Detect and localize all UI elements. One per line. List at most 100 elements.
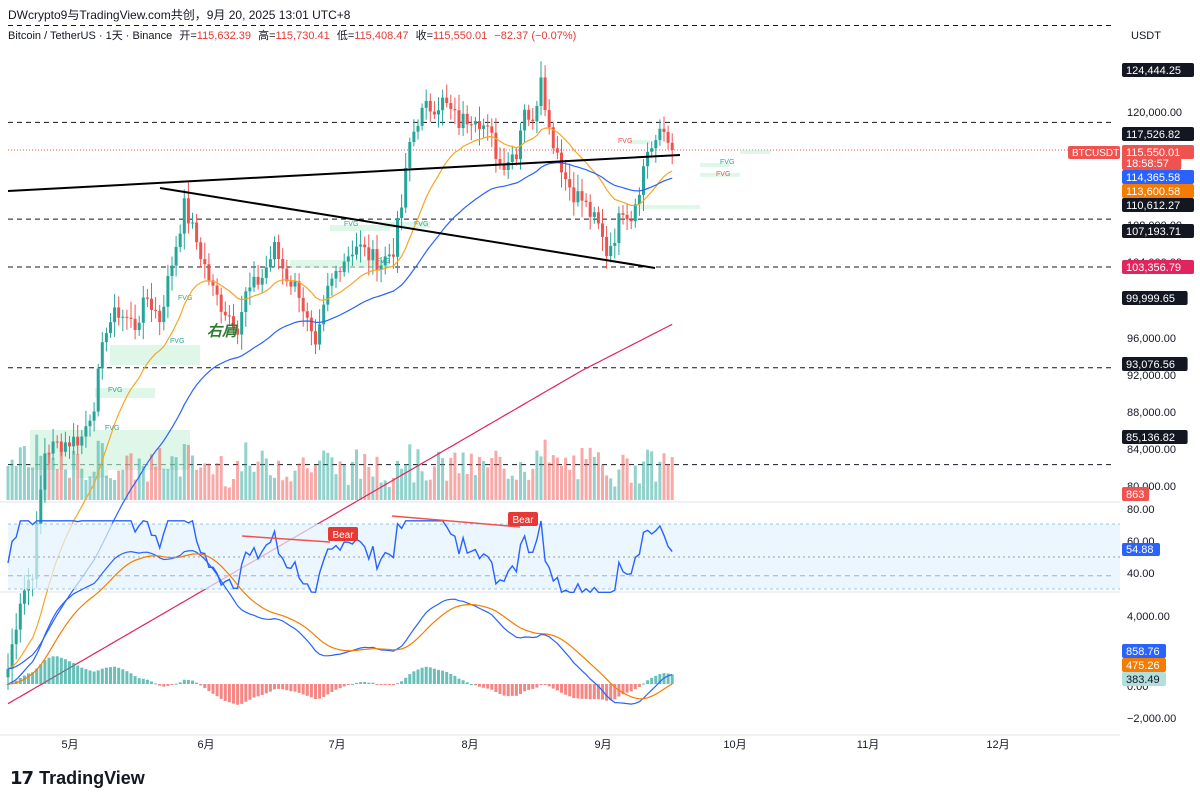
candle-body xyxy=(236,328,240,335)
candle-body xyxy=(584,200,588,203)
candle-body xyxy=(523,109,527,131)
macd-histogram-bar xyxy=(449,673,453,684)
price-axis-badge xyxy=(1122,170,1194,184)
volume-bar xyxy=(309,472,313,500)
candle-body xyxy=(350,254,354,257)
fvg-zone xyxy=(95,388,155,398)
macd-histogram-bar xyxy=(145,679,149,684)
candle-body xyxy=(432,111,436,115)
volume-bar xyxy=(158,448,162,500)
macd-histogram-bar xyxy=(400,681,404,684)
volume-bar xyxy=(285,476,289,500)
macd-value-label: 383.49 xyxy=(1126,674,1160,686)
fvg-label: FVG xyxy=(105,425,119,432)
price-axis-badge xyxy=(1122,260,1194,274)
time-tick-label: 12月 xyxy=(986,739,1009,751)
volume-bar xyxy=(334,474,338,500)
fvg-label: FVG xyxy=(376,258,390,265)
volume-bar xyxy=(580,448,584,500)
volume-bar xyxy=(621,454,625,500)
volume-bar xyxy=(543,439,547,500)
volume-bar xyxy=(633,465,637,500)
ohlc-bar: Bitcoin / TetherUS · 1天 · Binance 开=115,… xyxy=(8,27,576,43)
macd-histogram-bar xyxy=(318,684,322,699)
candle-body xyxy=(400,207,404,219)
volume-bar xyxy=(654,481,658,500)
macd-histogram-bar xyxy=(551,684,555,689)
candle-body xyxy=(633,204,637,222)
candle-body xyxy=(367,247,371,261)
candle-body xyxy=(617,213,621,243)
macd-panel xyxy=(6,549,674,705)
moving-averages xyxy=(7,127,673,705)
candle-body xyxy=(531,119,535,122)
volume-bar xyxy=(519,462,522,500)
candle-body xyxy=(113,307,117,323)
volume-bar xyxy=(432,466,436,500)
macd-histogram-bar xyxy=(215,684,219,697)
volume-bar xyxy=(326,452,330,500)
volume-bar xyxy=(646,449,650,500)
volume-bar xyxy=(145,481,149,500)
candle-body xyxy=(92,411,96,421)
candle-body xyxy=(342,261,346,273)
fvg-zone xyxy=(330,225,390,231)
macd-histogram-bar xyxy=(137,678,141,684)
volume-bar xyxy=(10,459,14,500)
macd-histogram-bar xyxy=(223,684,227,701)
candle-body xyxy=(371,249,375,261)
candle-body xyxy=(592,212,596,217)
candle-body xyxy=(572,187,576,203)
candle-body xyxy=(428,100,432,112)
volume-bar xyxy=(281,480,285,500)
macd-histogram-bar xyxy=(588,684,592,700)
candle-body xyxy=(629,219,633,222)
volume-bar xyxy=(6,466,10,500)
macd-histogram-bar xyxy=(162,684,166,687)
currency-label: USDT xyxy=(1131,30,1161,42)
candle-body xyxy=(469,124,473,126)
volume-bar xyxy=(125,455,129,500)
macd-histogram-bar xyxy=(519,684,522,694)
macd-histogram-bar xyxy=(654,675,658,684)
candle-body xyxy=(535,106,539,122)
candle-body xyxy=(22,590,26,604)
volume-bar xyxy=(301,457,305,500)
volume-bar xyxy=(293,470,297,500)
macd-tick-label: −2,000.00 xyxy=(1127,713,1176,725)
volume-bar xyxy=(47,452,51,500)
macd-histogram-bar xyxy=(166,684,170,686)
volume-bar xyxy=(195,469,199,500)
macd-histogram-bar xyxy=(309,684,313,698)
volume-bar xyxy=(260,450,264,500)
macd-histogram-bar xyxy=(305,684,309,696)
volume-bar xyxy=(141,466,145,500)
low-label: 低= xyxy=(336,30,355,42)
candle-body xyxy=(297,281,301,298)
candle-body xyxy=(14,629,18,645)
candle-body xyxy=(379,265,383,271)
volume-bar xyxy=(117,470,121,500)
candle-body xyxy=(494,132,498,160)
macd-histogram-bar xyxy=(457,678,461,684)
candle-body xyxy=(334,270,338,279)
macd-histogram-bar xyxy=(178,682,182,684)
candles xyxy=(6,61,674,690)
volume-bar xyxy=(650,451,654,500)
volume-bar xyxy=(642,461,645,500)
price-tick-label: 84,000.00 xyxy=(1127,444,1176,456)
macd-histogram-bar xyxy=(47,657,51,684)
time-tick-label: 6月 xyxy=(197,739,214,751)
macd-histogram-bar xyxy=(199,684,203,686)
volume-bar xyxy=(355,449,358,500)
volume-bar xyxy=(244,442,248,500)
volume-bar xyxy=(22,446,26,500)
tradingview-logo-icon: 𝟭𝟳 xyxy=(10,768,34,788)
candle-body xyxy=(330,278,334,286)
candle-body xyxy=(502,164,506,170)
volume-bar xyxy=(555,457,559,500)
price-axis-badge-label: 124,444.25 xyxy=(1126,65,1181,77)
macd-value-badge xyxy=(1122,672,1166,686)
macd-histogram-bar xyxy=(428,667,432,684)
